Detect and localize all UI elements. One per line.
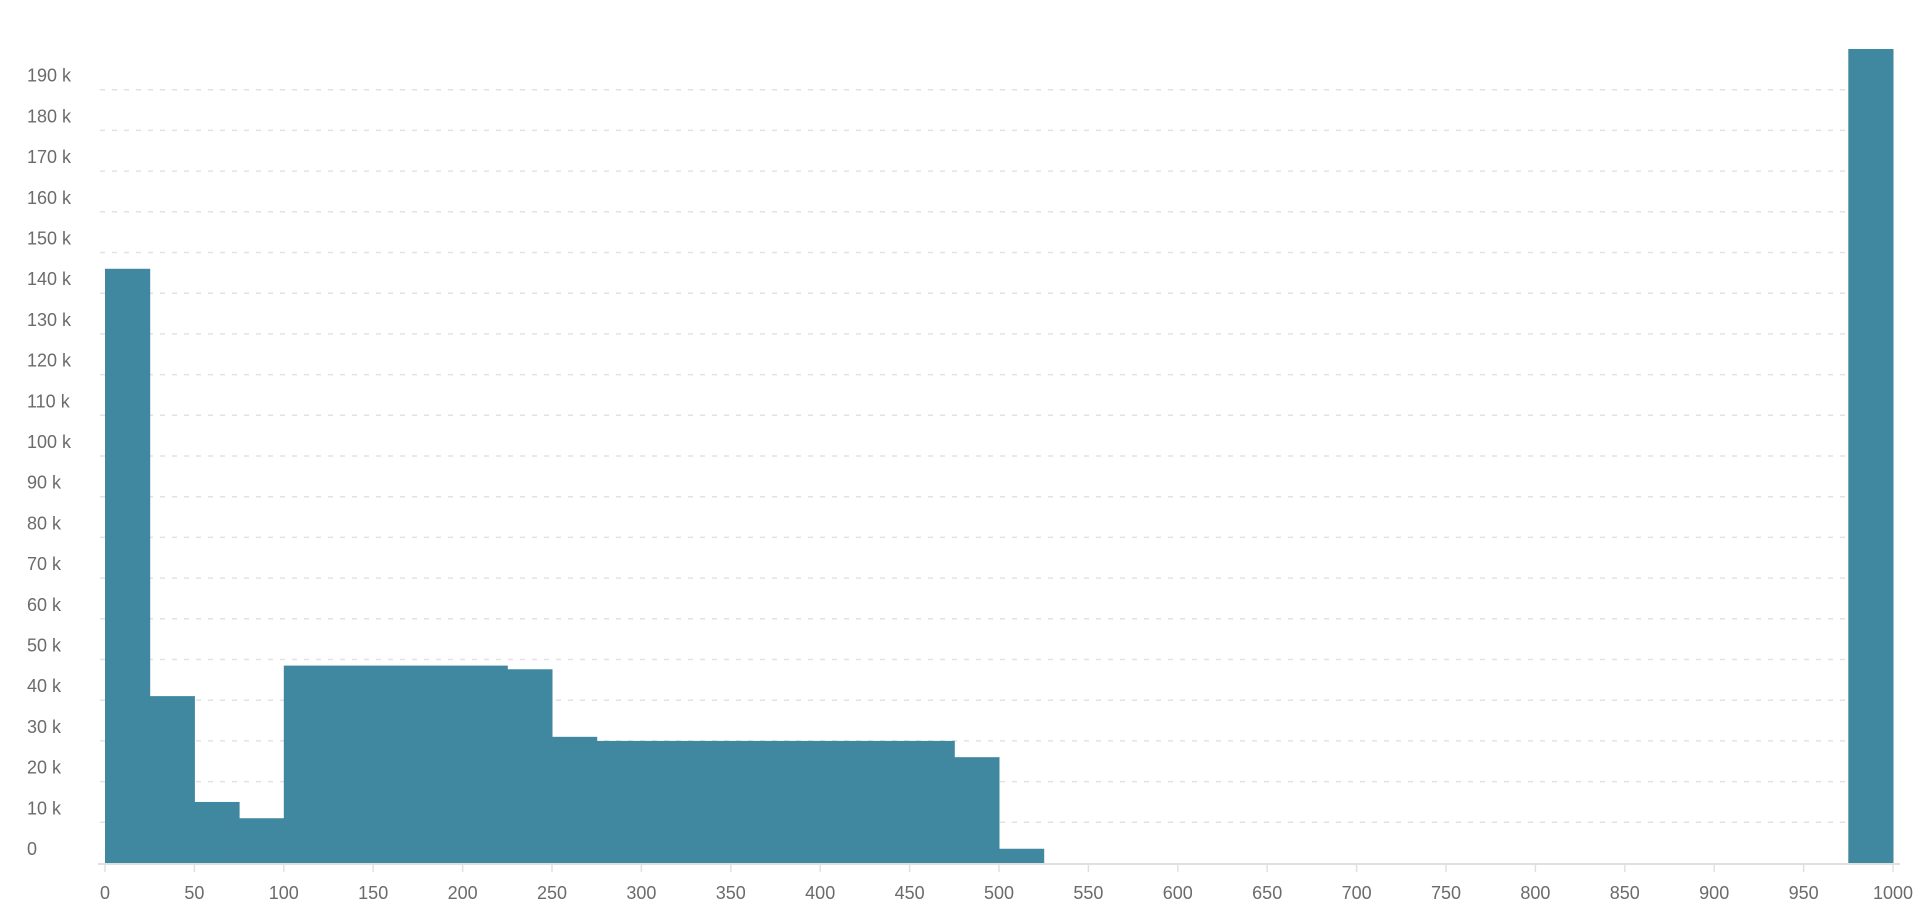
y-tick-label: 70 k [27, 554, 62, 574]
x-tick-label: 950 [1789, 883, 1819, 903]
y-tick-label: 90 k [27, 473, 62, 493]
x-tick-label: 50 [184, 883, 204, 903]
histogram-bar [1848, 49, 1894, 863]
y-tick-label: 170 k [27, 147, 72, 167]
x-tick-label: 1000 [1873, 883, 1913, 903]
y-tick-label: 60 k [27, 595, 62, 615]
x-tick-label: 800 [1520, 883, 1550, 903]
x-tick-label: 600 [1163, 883, 1193, 903]
histogram-bar [239, 818, 285, 863]
x-tick-label: 350 [716, 883, 746, 903]
y-tick-label: 130 k [27, 310, 72, 330]
histogram-bar [999, 848, 1045, 863]
x-tick-label: 100 [269, 883, 299, 903]
y-tick-label: 110 k [27, 391, 71, 411]
x-tick-label: 200 [448, 883, 478, 903]
x-tick-label: 400 [805, 883, 835, 903]
x-tick-label: 450 [895, 883, 925, 903]
bars [105, 49, 1894, 863]
histogram-bar [954, 757, 1000, 863]
y-tick-label: 10 k [27, 798, 62, 818]
x-tick-label: 650 [1252, 883, 1282, 903]
y-tick-label: 150 k [27, 229, 72, 249]
histogram-bar [149, 696, 195, 863]
y-tick-label: 140 k [27, 269, 72, 289]
y-tick-label: 0 [27, 839, 37, 859]
histogram-bar [194, 801, 240, 863]
x-tick-label: 850 [1610, 883, 1640, 903]
x-tick-label: 700 [1342, 883, 1372, 903]
x-tick-label: 900 [1699, 883, 1729, 903]
y-tick-label: 160 k [27, 188, 72, 208]
x-tick-label: 250 [537, 883, 567, 903]
histogram-bar [283, 665, 508, 863]
x-tick-label: 0 [100, 883, 110, 903]
y-tick-label: 80 k [27, 513, 62, 533]
histogram-bar [105, 268, 151, 863]
y-tick-label: 180 k [27, 106, 72, 126]
histogram-bar [596, 740, 955, 863]
y-tick-label: 120 k [27, 351, 72, 371]
x-tick-label: 300 [626, 883, 656, 903]
x-tick-label: 550 [1073, 883, 1103, 903]
x-tick-label: 150 [358, 883, 388, 903]
y-tick-label: 20 k [27, 758, 62, 778]
y-tick-label: 100 k [27, 432, 72, 452]
y-tick-label: 40 k [27, 676, 62, 696]
y-axis-ticks: 0 10 k 20 k 30 k 40 k 50 k 60 k 70 k 80 k 90 k 100… [27, 66, 72, 859]
y-tick-label: 190 k [27, 66, 72, 86]
x-tick-label: 750 [1431, 883, 1461, 903]
x-tick-label: 500 [984, 883, 1014, 903]
y-tick-label: 30 k [27, 717, 62, 737]
histogram-bar [552, 736, 598, 863]
y-tick-label: 50 k [27, 636, 62, 656]
x-axis-ticks: 0 50 100 150 200 250 300 350 400 450 500 550 600 650 7… [100, 865, 1913, 903]
histogram-bar [507, 669, 553, 863]
